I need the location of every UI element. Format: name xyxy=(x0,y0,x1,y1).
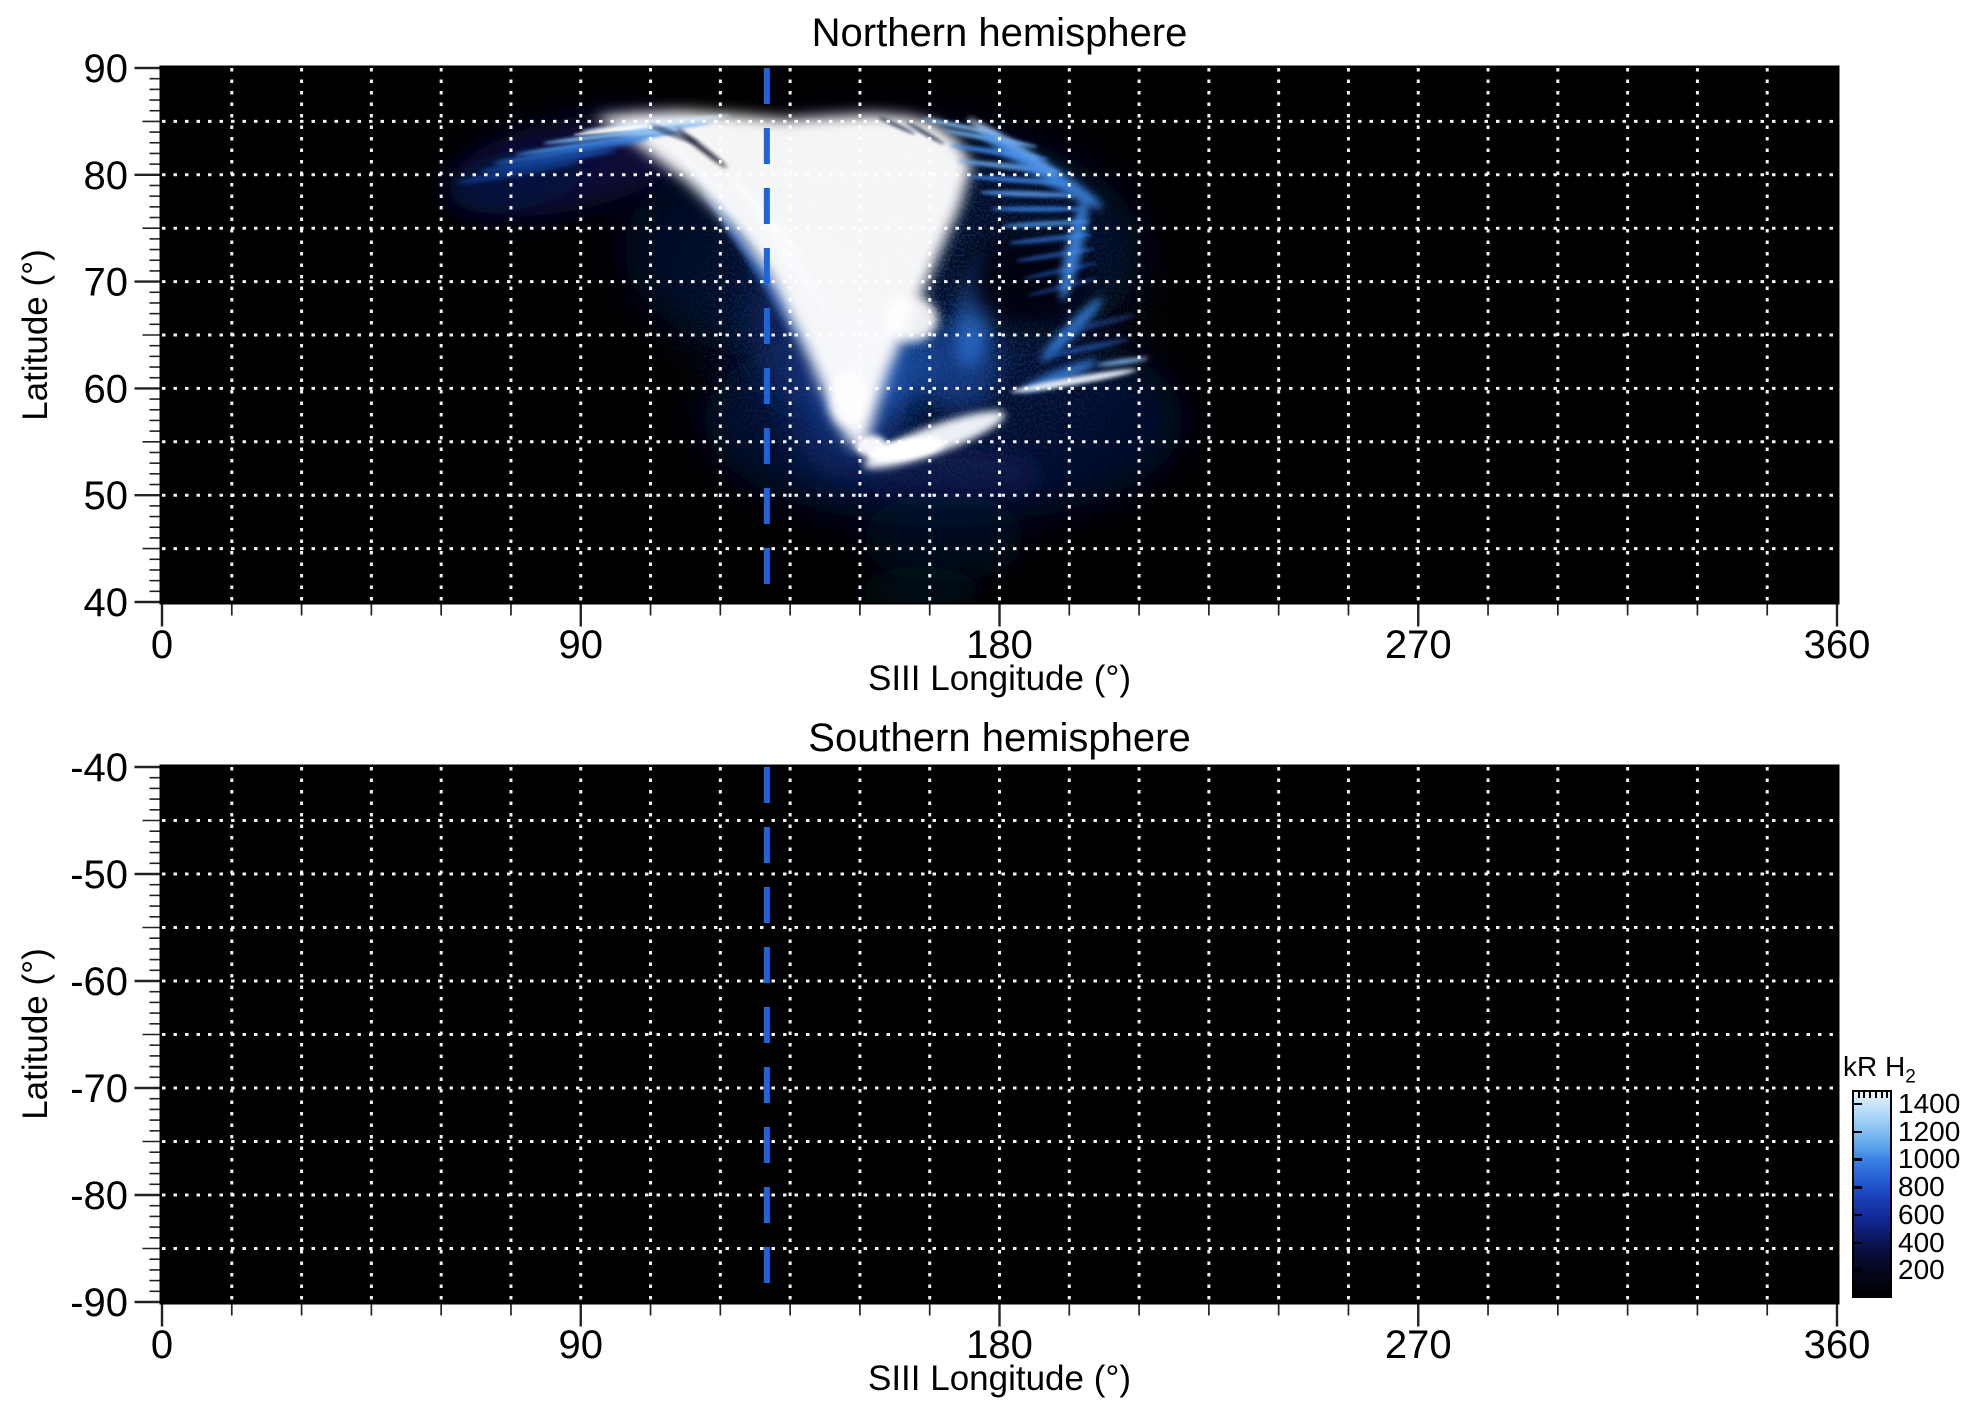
south-x-tick-label: 90 xyxy=(559,1323,604,1367)
colorbar-top-tick-mark xyxy=(1869,1092,1872,1098)
south-axis-ticks xyxy=(134,765,1839,1327)
colorbar-top-tick-mark xyxy=(1880,1092,1883,1098)
colorbar-tick-label: 200 xyxy=(1898,1254,1945,1286)
north-y-tick-label: 80 xyxy=(84,154,129,198)
north-panel-border xyxy=(159,65,1840,605)
colorbar-tick-mark xyxy=(1854,1158,1862,1161)
south-xaxis-label: SIII Longitude (°) xyxy=(867,1359,1132,1398)
colorbar-gradient-bar xyxy=(1852,1090,1892,1298)
colorbar-tick-mark xyxy=(1854,1186,1862,1189)
north-y-tick-label: 90 xyxy=(84,47,129,91)
south-x-tick-label: 0 xyxy=(151,1323,173,1367)
north-x-tick-label: 0 xyxy=(151,623,173,667)
north-axis-ticks xyxy=(134,66,1839,627)
south-yaxis-label: Latitude (°) xyxy=(16,948,55,1120)
colorbar-tick-mark xyxy=(1854,1130,1862,1134)
colorbar-title-main: kR H xyxy=(1843,1051,1906,1082)
colorbar-tick-mark xyxy=(1854,1269,1862,1272)
colorbar-tick-label: 600 xyxy=(1898,1198,1945,1230)
colorbar-top-tick-mark xyxy=(1886,1092,1889,1098)
south-panel-plot: 0 90 180 270 360 -40 -50 -60 -70 -80 -90 xyxy=(70,746,1870,1367)
south-tick-labels: 0 90 180 270 360 -40 -50 -60 -70 -80 -90 xyxy=(70,746,1870,1367)
colorbar-top-tick-mark xyxy=(1863,1092,1866,1098)
north-y-tick-label: 50 xyxy=(84,474,129,518)
north-yaxis-label: Latitude (°) xyxy=(16,249,55,421)
south-y-tick-label: -90 xyxy=(70,1281,128,1325)
north-y-tick-label: 70 xyxy=(84,261,129,305)
colorbar-title-subscript: 2 xyxy=(1905,1066,1916,1088)
colorbar-title: kR H2 xyxy=(1843,1050,1916,1095)
colorbar-tick-label: 1000 xyxy=(1898,1143,1961,1175)
colorbar-tick-label: 1400 xyxy=(1898,1087,1961,1119)
colorbar-tick-mark xyxy=(1854,1213,1862,1217)
colorbar-top-tick-mark xyxy=(1874,1092,1877,1098)
colorbar-tick-label: 800 xyxy=(1898,1171,1945,1203)
south-x-tick-label: 360 xyxy=(1804,1323,1871,1367)
north-panel-title: Northern hemisphere xyxy=(811,11,1188,55)
colorbar-tick-label: 400 xyxy=(1898,1226,1945,1258)
north-panel-plot: 0 90 180 270 360 90 80 70 60 50 40 xyxy=(84,47,1871,667)
south-y-tick-label: -50 xyxy=(70,853,128,897)
south-y-tick-label: -80 xyxy=(70,1174,128,1218)
south-y-tick-label: -40 xyxy=(70,746,128,790)
north-xaxis-label: SIII Longitude (°) xyxy=(867,659,1132,698)
grid-lines xyxy=(162,68,1837,602)
north-tick-labels: 0 90 180 270 360 90 80 70 60 50 40 xyxy=(84,47,1871,667)
south-panel-border xyxy=(159,764,1840,1305)
north-y-tick-label: 60 xyxy=(84,367,129,411)
grid-lines xyxy=(162,767,1837,1302)
south-panel-title: Southern hemisphere xyxy=(808,716,1191,760)
south-x-tick-label: 180 xyxy=(966,1323,1033,1367)
north-x-tick-label: 270 xyxy=(1385,623,1452,667)
south-y-tick-label: -70 xyxy=(70,1067,128,1111)
colorbar-tick-mark xyxy=(1854,1102,1862,1106)
north-x-tick-label: 360 xyxy=(1804,623,1871,667)
south-y-tick-label: -60 xyxy=(70,960,128,1004)
north-x-tick-label: 180 xyxy=(966,623,1033,667)
north-x-tick-label: 90 xyxy=(559,623,604,667)
south-x-tick-label: 270 xyxy=(1385,1323,1452,1367)
north-y-tick-label: 40 xyxy=(84,581,129,625)
colorbar-tick-mark xyxy=(1854,1241,1862,1245)
colorbar-top-tick-mark xyxy=(1857,1092,1860,1098)
colorbar-tick-label: 1200 xyxy=(1898,1115,1961,1147)
